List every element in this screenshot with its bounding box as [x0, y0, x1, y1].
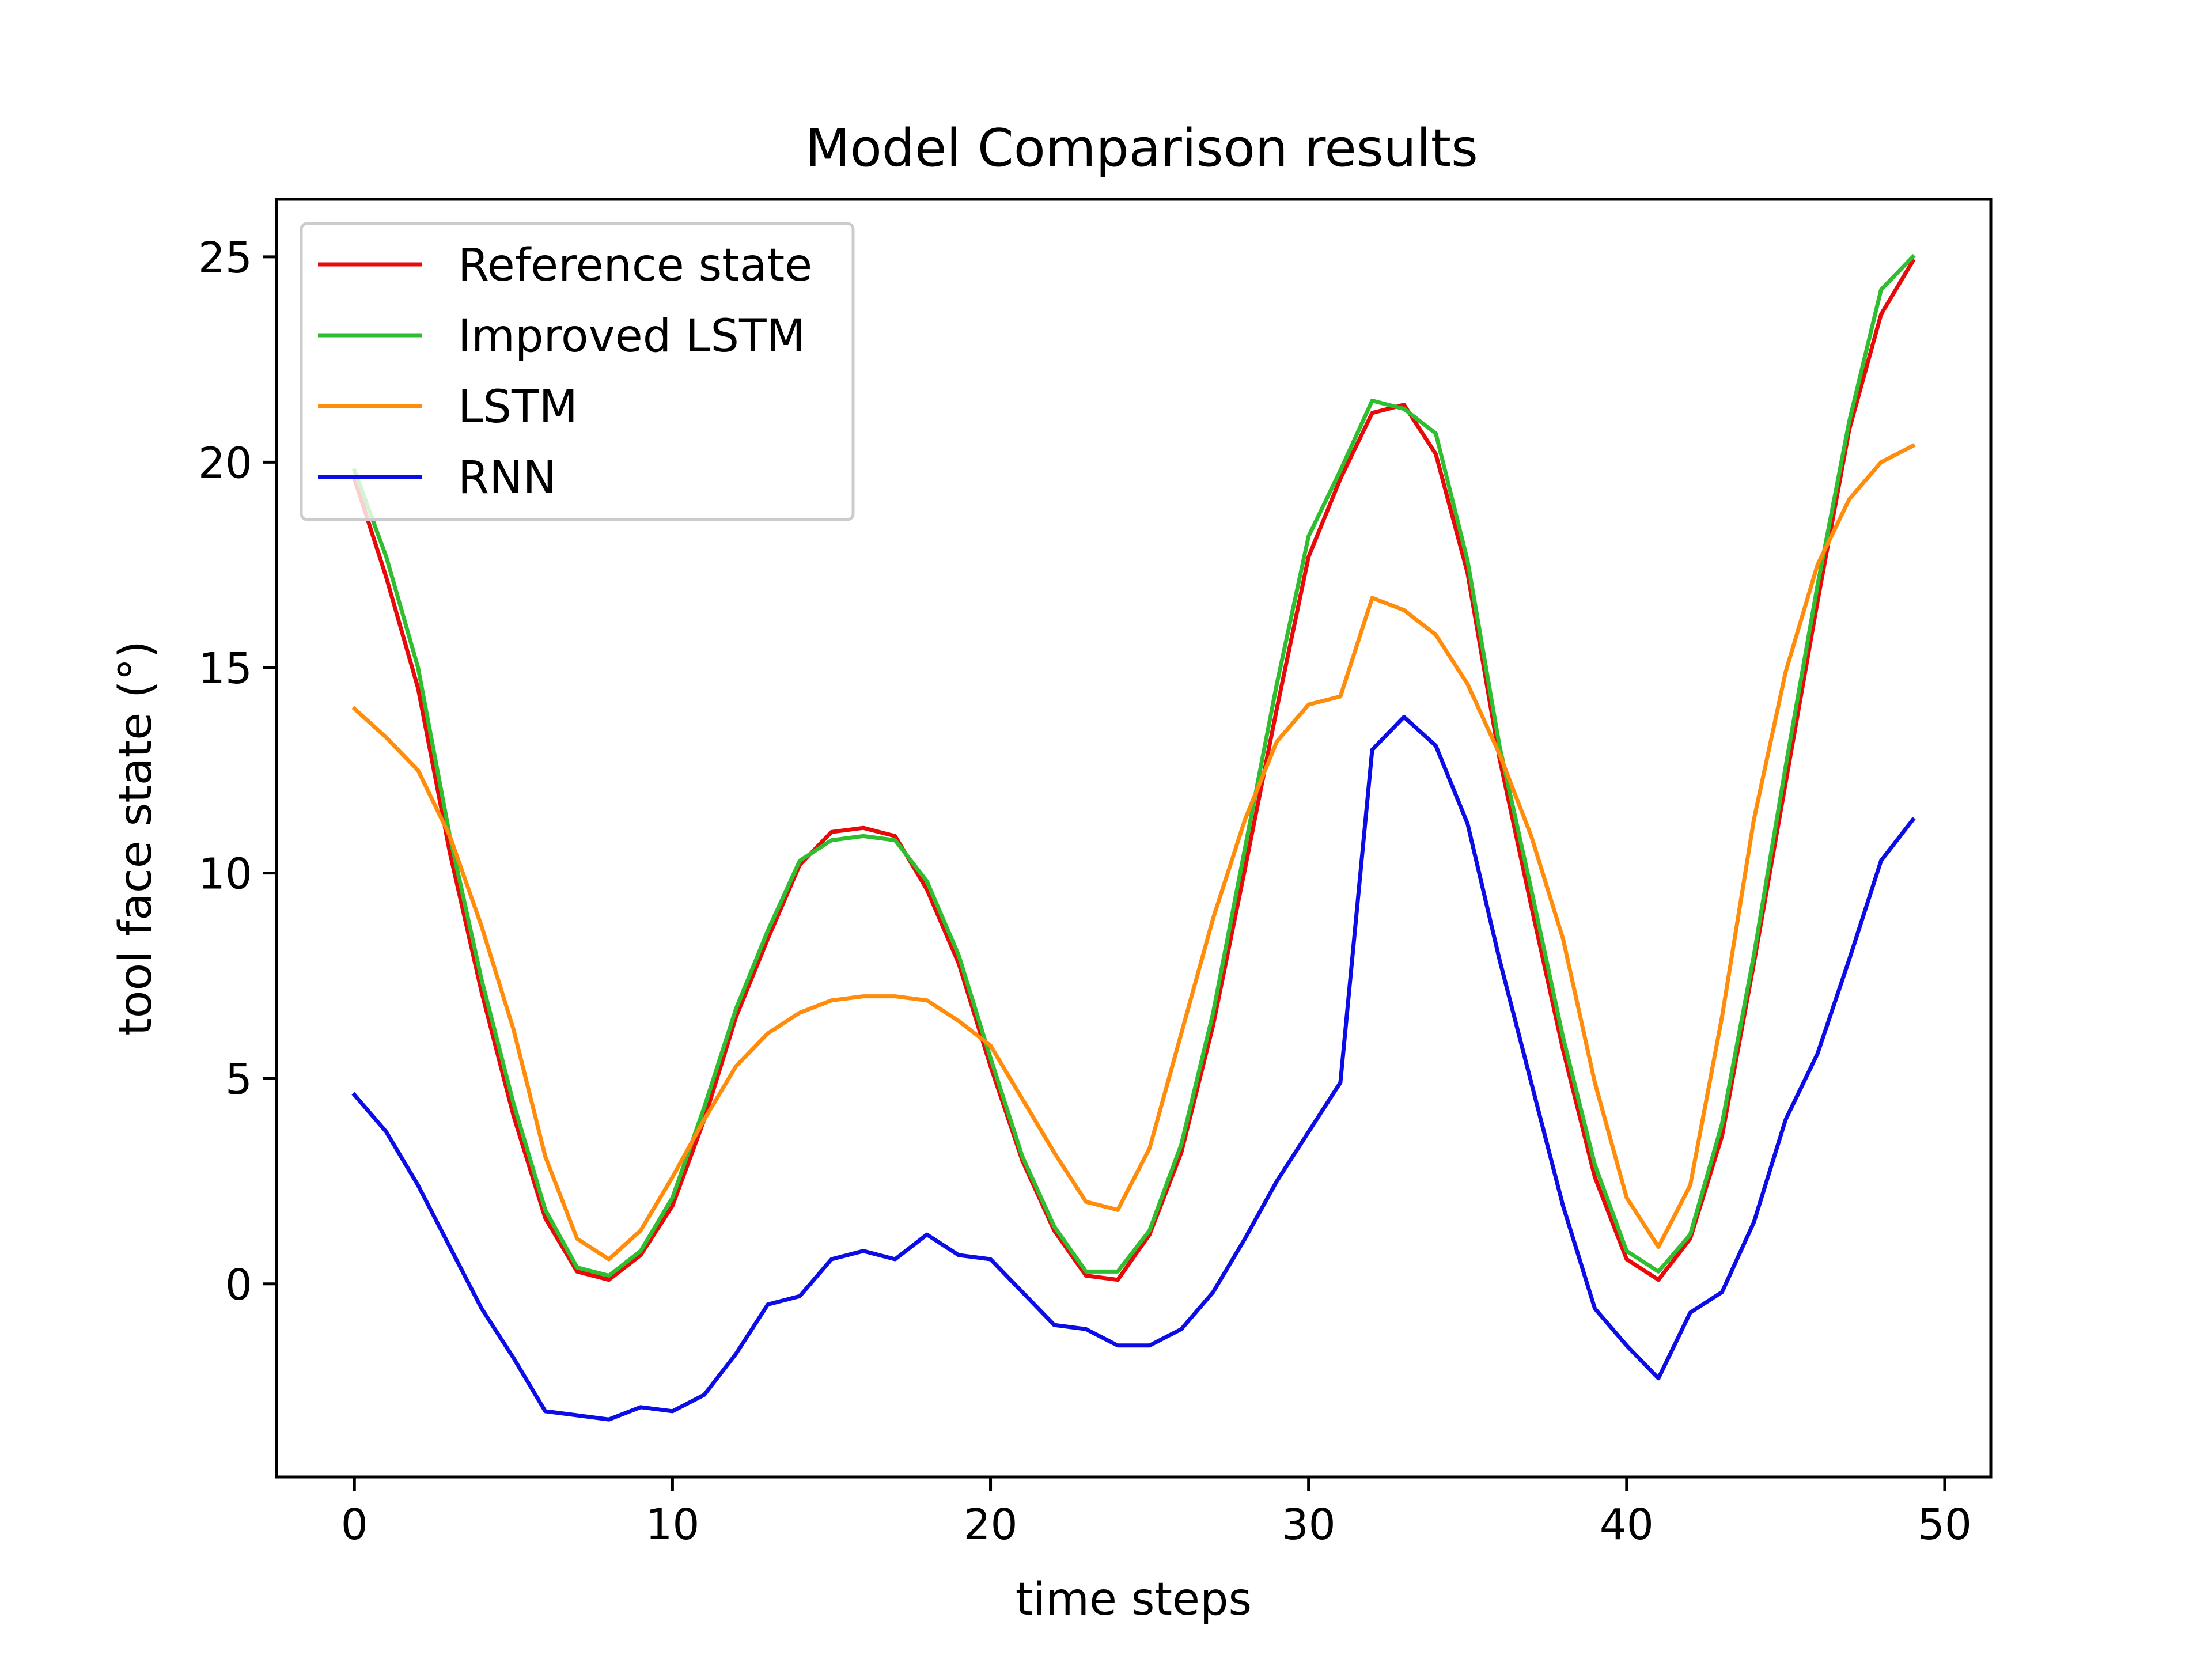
legend-label-lstm: LSTM — [458, 381, 578, 433]
y-tick-label: 25 — [198, 233, 252, 283]
y-axis: 0 5 10 15 20 25 — [198, 233, 276, 1310]
x-tick-label: 0 — [341, 1500, 368, 1550]
legend-label-rnn: RNN — [458, 452, 556, 504]
legend-label-reference-state: Reference state — [458, 240, 812, 291]
x-tick-label: 50 — [1918, 1500, 1972, 1550]
series-line-reference-state — [351, 258, 1916, 1282]
x-tick-label: 30 — [1282, 1500, 1336, 1550]
series-line-rnn — [351, 715, 1916, 1422]
y-tick-label: 15 — [198, 644, 252, 694]
legend-label-improved-lstm: Improved LSTM — [458, 310, 805, 362]
x-tick-label: 40 — [1600, 1500, 1654, 1550]
chart-title: Model Comparison results — [805, 118, 1478, 179]
legend-box — [300, 222, 855, 521]
y-tick-label: 0 — [225, 1260, 252, 1310]
series-line-improved-lstm — [351, 253, 1916, 1278]
series-layer — [351, 253, 1916, 1422]
x-tick-label: 20 — [963, 1500, 1017, 1550]
y-axis-label: tool face state (°) — [110, 641, 162, 1036]
x-tick-label: 10 — [645, 1500, 699, 1550]
y-tick-label: 20 — [198, 438, 252, 488]
x-axis: 0 10 20 30 40 50 — [341, 1477, 1972, 1550]
legend: Reference state Improved LSTM LSTM RNN — [300, 222, 855, 521]
y-tick-label: 10 — [198, 850, 252, 899]
plot-frame — [275, 198, 1993, 1479]
y-tick-label: 5 — [225, 1055, 252, 1104]
series-line-lstm — [351, 443, 1916, 1262]
x-axis-label: time steps — [1016, 1574, 1252, 1626]
